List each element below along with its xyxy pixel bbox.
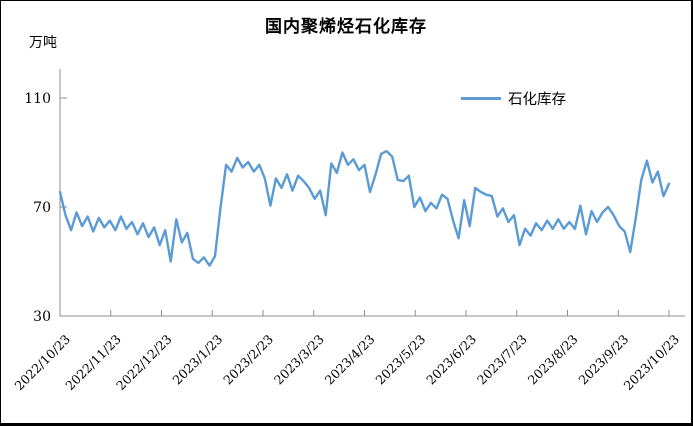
inventory-line xyxy=(58,149,671,267)
x-tick-label: 2023/1/23 xyxy=(169,331,225,387)
legend-series-label: 石化库存 xyxy=(508,92,566,108)
x-tick-label: 2023/4/23 xyxy=(322,331,378,387)
legend-line-swatch xyxy=(461,97,501,100)
y-tick-label: 70 xyxy=(33,200,51,216)
legend: 石化库存 xyxy=(461,88,566,109)
x-tick-label: 2023/2/23 xyxy=(220,331,276,387)
x-tick-label: 2023/5/23 xyxy=(372,331,428,387)
x-tick-label: 2023/7/23 xyxy=(474,331,530,387)
y-tick-label: 30 xyxy=(33,309,51,325)
x-tick-label: 2023/8/23 xyxy=(525,331,581,387)
chart-title: 国内聚烯烃石化库存 xyxy=(265,17,427,37)
x-tick-label: 2023/6/23 xyxy=(423,331,479,387)
y-axis-unit-label: 万吨 xyxy=(29,35,57,51)
y-tick-label: 110 xyxy=(24,91,51,107)
x-tick-label: 2023/3/23 xyxy=(271,331,327,387)
